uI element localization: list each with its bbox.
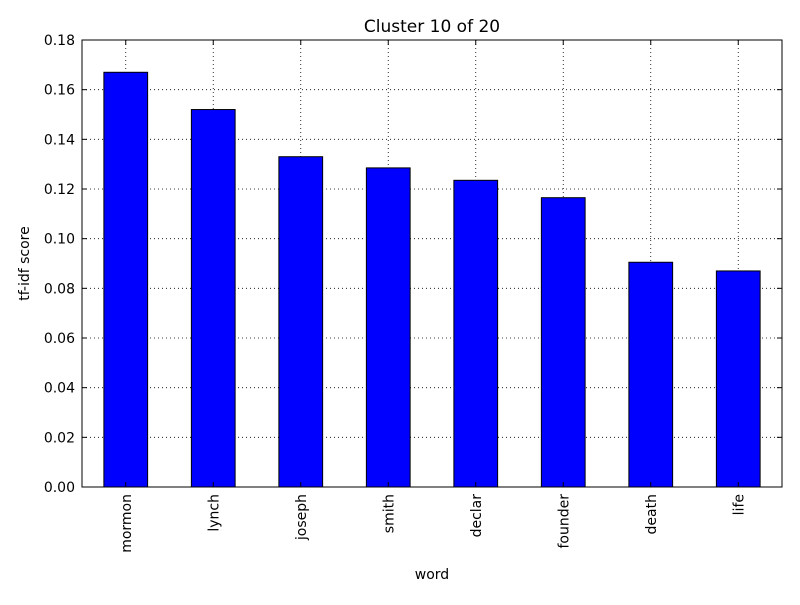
y-tick-label: 0.12 <box>44 182 75 198</box>
y-tick-label: 0.08 <box>44 281 75 297</box>
bar-lynch <box>190 109 236 488</box>
x-tick-label: smith <box>381 494 397 533</box>
y-tick-label: 0.02 <box>44 430 75 446</box>
y-tick-label: 0.16 <box>44 83 75 99</box>
x-tick-label: lynch <box>206 494 222 532</box>
x-tick-label: mormon <box>119 494 135 553</box>
x-axis-ticks: mormon lynch joseph smith declar founder death… <box>119 40 747 553</box>
y-tick-label: 0.06 <box>44 331 75 347</box>
x-tick-label: declar <box>469 494 485 538</box>
bars <box>103 71 761 488</box>
y-axis-label: tf-idf score <box>17 226 33 300</box>
grid-lines <box>82 39 782 488</box>
x-tick-label: death <box>644 494 660 534</box>
x-axis-label: word <box>415 567 449 583</box>
x-tick-label: founder <box>556 494 572 549</box>
bar-smith <box>365 167 411 488</box>
chart-title: Cluster 10 of 20 <box>364 17 500 37</box>
y-tick-label: 0.14 <box>44 132 75 148</box>
bar-life <box>715 270 761 488</box>
plot-frame <box>81 39 783 488</box>
x-tick-label: joseph <box>294 494 310 541</box>
bar-mormon <box>103 71 149 488</box>
y-tick-label: 0.18 <box>44 33 75 49</box>
y-tick-label: 0.04 <box>44 381 75 397</box>
x-tick-label: life <box>731 494 747 515</box>
y-axis-ticks: 0.00 0.02 0.04 0.06 0.08 0.10 0.12 0.14 0.16 0.18 <box>44 33 782 496</box>
bar-joseph <box>278 156 324 488</box>
bar-founder <box>540 197 586 488</box>
y-tick-label: 0.10 <box>44 232 75 248</box>
bar-declar <box>453 179 499 488</box>
y-tick-label: 0.00 <box>44 480 75 496</box>
bar-death <box>628 261 674 488</box>
